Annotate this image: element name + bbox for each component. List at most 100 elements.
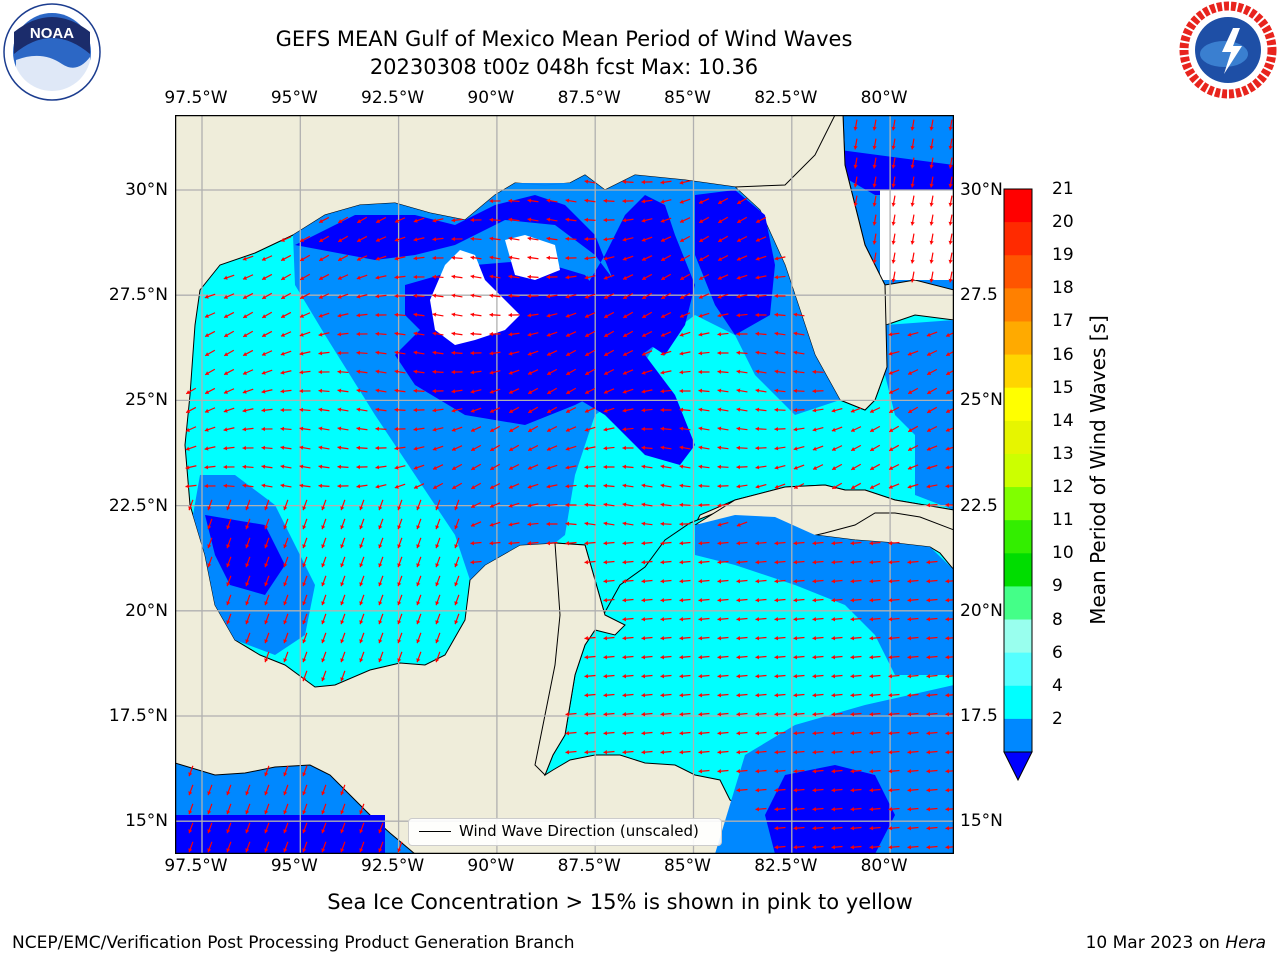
- wave-direction-arrowhead: [454, 544, 459, 549]
- colorbar-tick: 9: [1052, 576, 1063, 597]
- wave-direction-arrowhead: [302, 829, 307, 834]
- wave-direction-arrowhead: [755, 256, 760, 261]
- wave-direction-arrowhead: [435, 563, 440, 568]
- wave-direction-arrowhead: [831, 636, 836, 641]
- wave-direction-arrowhead: [793, 427, 798, 432]
- wave-direction-arrowhead: [378, 620, 383, 625]
- wave-direction-arrowhead: [413, 293, 418, 298]
- wave-direction-arrowhead: [679, 407, 684, 412]
- lat-tick-left: 15°N: [125, 811, 168, 832]
- wave-direction-arrowhead: [642, 256, 646, 261]
- wave-direction-arrowhead: [641, 521, 646, 526]
- wave-direction-arrowhead: [508, 293, 513, 298]
- wave-direction-arrowhead: [774, 312, 779, 317]
- wave-direction-arrowhead: [641, 199, 646, 204]
- wave-direction-arrowhead: [926, 332, 931, 337]
- wave-direction-arrowhead: [908, 370, 912, 375]
- wave-direction-arrowhead: [356, 331, 360, 337]
- wave-direction-arrowhead: [451, 255, 456, 260]
- wave-direction-arrowhead: [340, 620, 345, 625]
- wave-direction-arrowhead: [869, 712, 874, 717]
- wave-direction-arrowhead: [359, 848, 364, 853]
- wave-direction-arrowhead: [264, 620, 269, 625]
- wave-direction-arrowhead: [698, 579, 703, 584]
- wave-direction-arrowhead: [528, 447, 533, 451]
- wave-direction-arrowhead: [435, 639, 440, 644]
- wave-direction-arrowhead: [603, 198, 608, 203]
- wave-direction-arrowhead: [812, 636, 817, 641]
- wave-direction-arrowhead: [755, 788, 760, 793]
- wave-direction-arrowhead: [245, 791, 250, 796]
- wave-direction-arrowhead: [340, 506, 345, 511]
- wave-direction-arrowhead: [755, 598, 760, 603]
- wave-direction-arrowhead: [321, 563, 326, 568]
- wave-direction-arrowhead: [470, 312, 475, 317]
- wave-direction-arrowhead: [470, 522, 475, 527]
- wave-direction-arrowhead: [318, 313, 323, 318]
- wave-direction-arrowhead: [641, 731, 646, 736]
- wave-direction-arrowhead: [416, 563, 421, 568]
- wave-direction-arrowhead: [340, 639, 345, 644]
- wave-direction-arrowhead: [319, 276, 324, 280]
- wave-direction-arrowhead: [319, 219, 324, 223]
- wave-direction-arrowhead: [471, 485, 476, 489]
- wave-direction-arrowhead: [508, 541, 513, 546]
- wave-direction-arrowhead: [280, 445, 285, 450]
- wave-direction-arrowhead: [679, 636, 684, 641]
- wave-direction-arrowhead: [850, 845, 855, 850]
- wave-direction-arrowhead: [793, 541, 798, 546]
- wave-direction-arrowhead: [454, 525, 459, 530]
- caribbean-low: [695, 515, 954, 675]
- wave-direction-arrowhead: [699, 238, 704, 242]
- wave-direction-arrowhead: [831, 408, 836, 413]
- wave-direction-arrowhead: [376, 219, 381, 223]
- wave-direction-arrowhead: [869, 750, 874, 755]
- wave-direction-arrowhead: [736, 369, 741, 374]
- wave-direction-arrowhead: [299, 426, 304, 431]
- wave-direction-arrowhead: [302, 848, 307, 853]
- wave-direction-arrowhead: [394, 388, 399, 393]
- wave-direction-arrowhead: [603, 693, 608, 698]
- colorbar-tick: 4: [1052, 675, 1063, 696]
- wave-direction-arrowhead: [891, 202, 896, 207]
- wave-direction-arrowhead: [853, 145, 858, 150]
- colorbar-tick: 14: [1052, 410, 1074, 431]
- wave-direction-arrowhead: [755, 560, 760, 565]
- wave-direction-arrowhead: [264, 658, 269, 663]
- colorbar-tick: 16: [1052, 344, 1074, 365]
- lat-tick-left: 25°N: [125, 390, 168, 411]
- wave-direction-arrowhead: [489, 351, 494, 356]
- wave-direction-arrowhead: [718, 219, 723, 223]
- map-frame: [175, 115, 954, 854]
- wave-direction-arrowhead: [869, 788, 874, 793]
- wave-direction-arrowhead: [910, 183, 915, 188]
- lon-tick-bottom: 90°W: [467, 856, 515, 876]
- wave-direction-arrowhead: [321, 810, 326, 815]
- wave-direction-arrowhead: [435, 582, 440, 587]
- wave-direction-arrowhead: [321, 639, 326, 644]
- wave-direction-arrowhead: [546, 446, 551, 451]
- wave-direction-arrowhead: [872, 259, 877, 264]
- wave-direction-arrowhead: [755, 693, 760, 698]
- wave-direction-arrowhead: [603, 731, 608, 736]
- wave-direction-arrowhead: [680, 257, 685, 261]
- wave-direction-arrowhead: [622, 483, 627, 488]
- wave-direction-arrowhead: [889, 409, 894, 413]
- wave-direction-arrowhead: [489, 217, 494, 222]
- wave-direction-arrowhead: [452, 446, 456, 451]
- wave-direction-arrowhead: [946, 390, 951, 394]
- wave-direction-arrowhead: [226, 810, 231, 815]
- wave-direction-arrowhead: [698, 332, 703, 337]
- wave-direction-arrowhead: [565, 313, 570, 318]
- wave-direction-arrowhead: [717, 503, 722, 508]
- wave-direction-arrowhead: [850, 826, 855, 831]
- wave-direction-arrowhead: [226, 791, 231, 796]
- wave-direction-arrowhead: [280, 237, 285, 242]
- colorbar-segment: [1004, 255, 1032, 289]
- wave-direction-arrowhead: [264, 639, 269, 644]
- wave-direction-arrowhead: [416, 658, 421, 663]
- wave-direction-arrowhead: [622, 560, 627, 565]
- wave-direction-arrowhead: [888, 788, 893, 793]
- wave-direction-arrowhead: [793, 712, 798, 717]
- colorbar-tick: 17: [1052, 311, 1074, 332]
